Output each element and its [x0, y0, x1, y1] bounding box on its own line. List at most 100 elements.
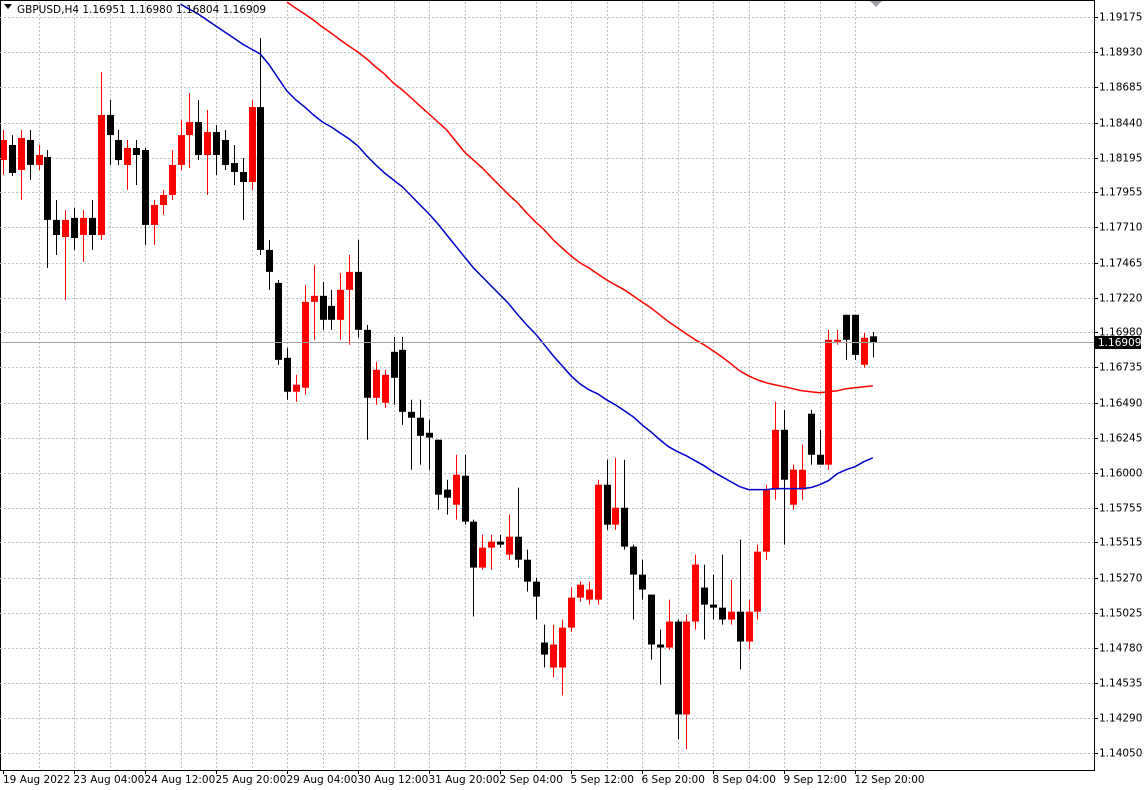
candle-body	[36, 155, 43, 165]
candle-body	[71, 217, 78, 238]
candle-body	[240, 171, 247, 183]
y-tick-label: 1.18685	[1099, 82, 1142, 94]
x-tick-label: 2 Sep 04:00	[500, 774, 563, 786]
candle-body	[683, 621, 690, 715]
candle-body	[426, 432, 433, 438]
candle-body	[160, 194, 167, 205]
candle-body	[257, 107, 264, 250]
menu-icon[interactable]	[4, 4, 12, 9]
candle-body	[825, 339, 832, 465]
y-tick-label: 1.15755	[1099, 503, 1142, 515]
plot-frame	[0, 0, 1095, 771]
candle-body	[444, 489, 451, 498]
candle-body	[249, 107, 256, 183]
candle-body	[382, 374, 389, 403]
candle-body	[355, 271, 362, 330]
candle-body	[18, 137, 25, 170]
candle-body	[346, 271, 353, 290]
y-tick-label: 1.18440	[1099, 118, 1142, 130]
candle-body	[178, 135, 185, 165]
candle-body	[470, 521, 477, 568]
candle-body	[44, 157, 51, 220]
candle-body	[204, 132, 211, 156]
candle-body	[568, 597, 575, 628]
candle-body	[9, 144, 16, 173]
y-tick-label: 1.16000	[1099, 468, 1142, 480]
candle-body	[1, 139, 7, 161]
y-tick-label: 1.14780	[1099, 643, 1142, 655]
y-tick-label: 1.17465	[1099, 258, 1142, 270]
candle-body	[799, 469, 806, 490]
candle-body	[107, 114, 114, 136]
candle-body	[328, 305, 335, 320]
candle-body	[462, 475, 469, 522]
candle-body	[284, 357, 291, 392]
candle-body	[479, 547, 486, 568]
y-tick-label: 1.14535	[1099, 678, 1142, 690]
y-tick-label: 1.14290	[1099, 713, 1142, 725]
candle-body	[550, 644, 557, 668]
candle-body	[728, 611, 735, 620]
candle-body	[586, 589, 593, 600]
x-tick-label: 9 Sep 12:00	[784, 774, 847, 786]
candle-body	[737, 611, 744, 642]
y-tick-label: 1.18930	[1099, 47, 1142, 59]
candle-body	[852, 314, 859, 355]
candle-body	[524, 559, 531, 582]
candle-body	[337, 289, 344, 320]
x-tick-label: 5 Sep 12:00	[571, 774, 634, 786]
candle-body	[604, 484, 611, 525]
x-tick-label: 8 Sep 04:00	[713, 774, 776, 786]
candle-body	[142, 150, 149, 225]
y-tick-label: 1.15515	[1099, 537, 1142, 549]
candle-body	[541, 642, 548, 655]
shift-marker[interactable]	[870, 1, 882, 7]
x-tick-label: 31 Aug 20:00	[429, 774, 500, 786]
y-tick-label: 1.15270	[1099, 573, 1142, 585]
candle-body	[577, 584, 584, 598]
candle-body	[98, 114, 105, 235]
candle-body	[213, 132, 220, 156]
y-tick-label: 1.17955	[1099, 187, 1142, 199]
candle-body	[675, 621, 682, 715]
candle-body	[861, 337, 868, 365]
ma-line	[286, 1, 873, 394]
y-tick-label: 1.19175	[1099, 12, 1142, 24]
candle-body	[417, 417, 424, 436]
y-tick-label: 1.14050	[1099, 748, 1142, 760]
x-tick-label: 19 Aug 2022	[3, 774, 70, 786]
y-tick-label: 1.17710	[1099, 222, 1142, 234]
x-tick-label: 23 Aug 04:00	[74, 774, 145, 786]
candle-body	[559, 627, 566, 668]
x-tick-label: 6 Sep 20:00	[642, 774, 705, 786]
plot-area	[1, 1, 1094, 750]
y-tick-label: 1.16490	[1099, 398, 1142, 410]
candle-body	[453, 474, 460, 505]
candle-body	[639, 574, 646, 590]
price-label-box	[1095, 336, 1141, 349]
axes: 1.19175 1.18930 1.18685 1.18440 1.18195 1.179…	[3, 12, 1142, 786]
candle-body	[595, 484, 602, 600]
candle-body	[754, 551, 761, 612]
candle-body	[408, 411, 415, 418]
y-tick-label: 1.15025	[1099, 608, 1142, 620]
candle-body	[710, 604, 717, 608]
candle-body	[124, 147, 131, 165]
candle-body	[169, 164, 176, 195]
candle-body	[666, 621, 673, 648]
candle-body	[373, 369, 380, 398]
x-tick-label: 25 Aug 20:00	[216, 774, 287, 786]
candle-body	[657, 644, 664, 648]
y-tick-label: 1.16980	[1099, 327, 1142, 339]
candle-body	[195, 122, 202, 156]
candle-body	[870, 336, 877, 343]
candle-body	[808, 413, 815, 455]
x-tick-label: 30 Aug 12:00	[358, 774, 429, 786]
candle-body	[435, 439, 442, 495]
candle-body	[399, 349, 406, 412]
candle-body	[302, 301, 309, 388]
candle-body	[320, 295, 327, 320]
candle-body	[311, 295, 318, 302]
